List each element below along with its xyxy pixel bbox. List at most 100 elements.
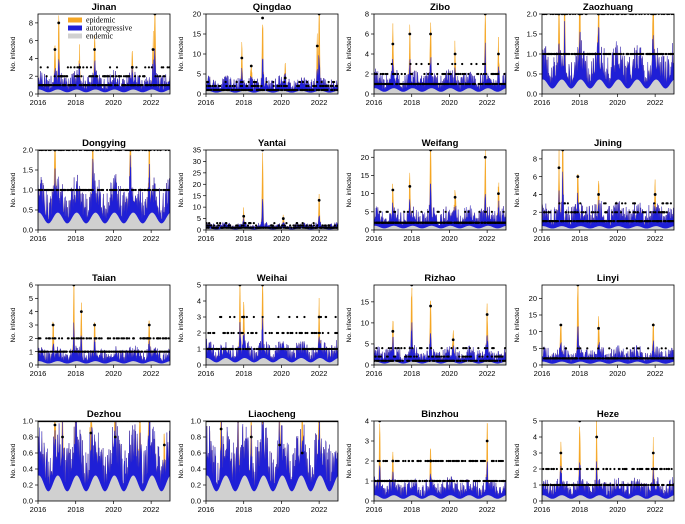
peak-observation-point — [51, 323, 55, 327]
observation-point — [466, 355, 469, 358]
observation-point — [273, 222, 276, 225]
panel-title: Dezhou — [87, 409, 122, 420]
observation-point — [73, 337, 76, 340]
observation-point — [334, 315, 337, 319]
observation-point — [216, 222, 219, 225]
legend-label-endemic: endemic — [86, 32, 114, 41]
observation-point — [379, 355, 382, 358]
x-tick-label: 2018 — [235, 234, 252, 243]
observation-point — [575, 357, 579, 360]
y-tick-label: 10 — [193, 50, 201, 59]
observation-point — [670, 467, 673, 471]
observation-point — [213, 331, 216, 335]
observation-point — [419, 82, 422, 86]
observation-point — [240, 224, 243, 227]
observation-point — [48, 337, 52, 340]
panel-title: Rizhao — [424, 273, 455, 284]
observation-point — [451, 62, 454, 66]
x-tick-label: 2020 — [105, 234, 122, 243]
observation-point — [447, 355, 450, 358]
observation-point — [265, 80, 268, 84]
observation-point — [286, 331, 290, 335]
x-tick-label: 2018 — [571, 234, 588, 243]
panel-title: Liaocheng — [248, 409, 296, 420]
observation-point — [147, 84, 150, 87]
observation-point — [94, 350, 97, 353]
observation-point — [241, 331, 244, 335]
observation-point — [94, 84, 97, 87]
observation-point — [445, 459, 448, 463]
observation-point — [141, 350, 144, 353]
observation-point — [495, 459, 498, 463]
x-tick-label: 2016 — [198, 98, 215, 107]
peak-observation-point — [429, 304, 432, 308]
observation-point — [496, 359, 499, 362]
observation-point — [309, 224, 313, 227]
observation-point — [615, 202, 618, 205]
observation-point — [124, 350, 127, 353]
peak-observation-point — [653, 193, 657, 196]
y-axis-label: No. infected — [514, 307, 521, 342]
observation-point — [116, 84, 119, 87]
observation-point — [374, 355, 377, 358]
observation-point — [545, 211, 548, 214]
x-tick-label: 2020 — [441, 505, 458, 514]
observation-point — [480, 72, 483, 76]
observation-point — [127, 188, 130, 192]
observation-point — [559, 483, 562, 487]
observation-point — [633, 52, 637, 56]
observation-point — [155, 350, 158, 353]
observation-point — [604, 202, 607, 205]
observation-point — [636, 467, 639, 471]
observation-point — [207, 226, 210, 229]
observation-point — [481, 355, 484, 358]
observation-point — [218, 347, 221, 351]
observation-point — [495, 479, 499, 483]
y-tick-label: 8 — [533, 154, 537, 163]
peak-observation-point — [61, 435, 64, 439]
panel-frame — [205, 149, 339, 231]
observation-point — [228, 84, 232, 88]
observation-point — [484, 72, 488, 76]
observation-point — [124, 84, 127, 87]
y-tick-label: 4 — [533, 190, 537, 199]
observation-point — [563, 202, 567, 205]
observation-point — [660, 347, 663, 350]
observation-point — [283, 80, 286, 84]
observation-point — [291, 331, 294, 335]
plot-area — [38, 14, 170, 94]
observation-point — [614, 211, 617, 214]
x-tick-label: 2022 — [143, 505, 160, 514]
plot-area — [542, 285, 674, 365]
y-tick-label: 30 — [193, 157, 201, 166]
y-tick-label: 0 — [197, 90, 201, 99]
observation-point — [647, 467, 650, 471]
panel-title: Weifang — [422, 138, 459, 149]
observation-point — [60, 337, 64, 340]
peak-observation-point — [391, 42, 395, 46]
y-tick-label: 0.0 — [191, 497, 201, 506]
observation-point — [228, 315, 232, 319]
observation-point — [112, 337, 116, 340]
observation-point — [571, 52, 574, 56]
observation-point — [138, 350, 141, 353]
x-tick-label: 2016 — [30, 234, 47, 243]
observation-point — [281, 88, 284, 92]
x-tick-label: 2018 — [67, 369, 84, 378]
observation-point — [501, 459, 504, 463]
observation-point — [39, 66, 42, 69]
observation-point — [437, 210, 440, 213]
y-tick-label: 0 — [365, 90, 369, 99]
observation-point — [69, 350, 72, 353]
observation-point — [149, 337, 152, 340]
panel-weifang: Weifang No. infected 0 5 10 15 20 2016 2018 2020 2… — [346, 138, 507, 243]
observation-point — [578, 483, 582, 487]
observation-point — [70, 337, 74, 340]
endemic-area — [374, 88, 506, 94]
observation-point — [420, 62, 423, 66]
observation-point — [306, 88, 309, 92]
observation-point — [495, 82, 499, 86]
endemic-area — [374, 495, 506, 501]
observation-point — [167, 337, 170, 340]
observation-point — [632, 220, 635, 223]
